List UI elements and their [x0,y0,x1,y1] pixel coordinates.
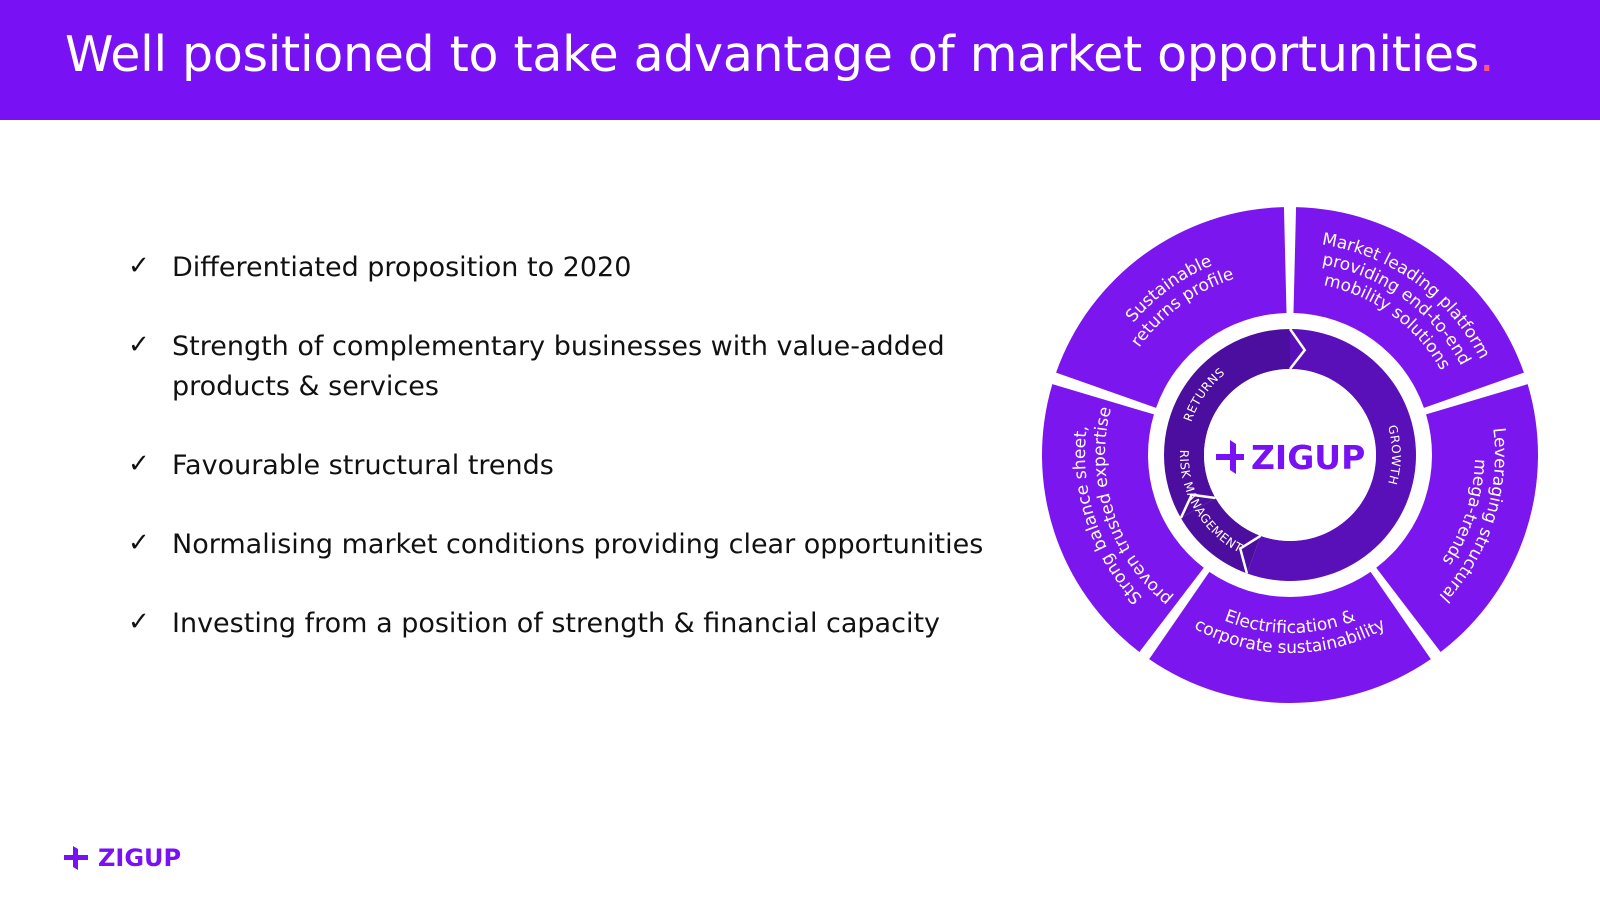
footer-logo: ZIGUP [62,842,181,874]
inner-segment-growth [1246,329,1416,581]
page-title: Well positioned to take advantage of mar… [65,26,1495,83]
bullet-item: ✓ Differentiated proposition to 2020 [128,248,1008,288]
header-bar: Well positioned to take advantage of mar… [0,0,1600,120]
bullet-text: Favourable structural trends [172,450,554,481]
bullet-item: ✓ Investing from a position of strength &… [128,604,1008,644]
inner-label-growth: GROWTH [1385,424,1403,487]
segment-electrification [1149,571,1431,703]
segment-sustainable-returns [1056,207,1287,408]
title-accent-dot: . [1479,26,1495,83]
checkmark-icon: ✓ [128,330,150,360]
segment-market-leading-platform [1293,207,1524,408]
segment-balance-sheet [1042,384,1204,653]
zigup-plus-icon [1216,440,1244,474]
zigup-plus-icon [62,844,90,872]
bullet-text: Differentiated proposition to 2020 [172,252,632,283]
center-logo-text: ZIGUP [1251,438,1365,477]
checkmark-icon: ✓ [128,251,150,281]
inner-ring-divider [1288,328,1307,370]
bullet-item: ✓ Normalising market conditions providing… [128,525,1008,565]
inner-ring-divider [1179,493,1216,519]
bullet-text: Strength of complementary businesses wit… [172,331,945,402]
checkmark-icon: ✓ [128,607,150,637]
inner-ring-divider [1238,534,1262,574]
inner-segment-returns [1164,329,1290,518]
checkmark-icon: ✓ [128,449,150,479]
center-logo: ZIGUP [1216,438,1365,477]
bullet-item: ✓ Favourable structural trends [128,446,1008,486]
checkmark-icon: ✓ [128,528,150,558]
bullet-item: ✓ Strength of complementary businesses wi… [128,327,1008,407]
bullet-text: Investing from a position of strength & … [172,608,941,639]
bullet-text: Normalising market conditions providing … [172,529,984,560]
center-circle [1204,369,1376,541]
bullet-list: ✓ Differentiated proposition to 2020 ✓ Str… [128,248,1008,683]
segment-structural-mega-trends [1376,384,1538,653]
footer-logo-text: ZIGUP [98,844,182,872]
page-title-text: Well positioned to take advantage of mar… [65,26,1479,83]
